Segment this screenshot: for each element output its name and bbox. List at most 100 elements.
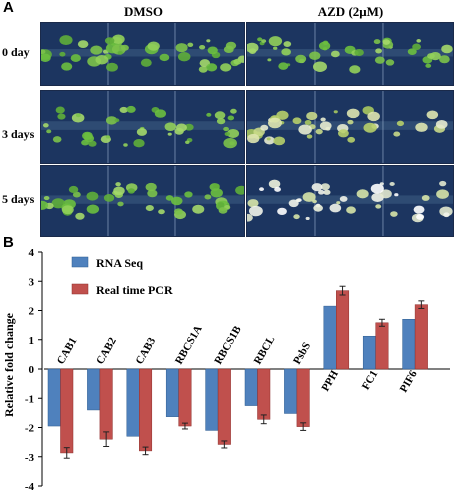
leaf: [273, 46, 278, 50]
leaf: [220, 63, 232, 72]
legend-label-rna-seq: RNA Seq: [96, 256, 143, 270]
leaf: [439, 55, 450, 64]
leaf: [184, 191, 193, 198]
leaf: [261, 39, 267, 43]
leaf: [207, 46, 218, 55]
leaf: [164, 122, 177, 132]
leaf: [436, 189, 449, 199]
y-tick-label: -1: [25, 393, 34, 405]
category-label-psbs: PsbS: [291, 340, 313, 366]
legend-label-real-time-pcr: Real time PCR: [96, 283, 173, 297]
leaf: [223, 126, 229, 132]
y-tick-label: -2: [25, 423, 35, 435]
bar-rna-seq-pph: [323, 305, 337, 370]
leaf: [136, 128, 148, 136]
leaf: [113, 186, 125, 196]
leaf: [218, 207, 228, 214]
leaf: [339, 196, 348, 202]
legend-swatch-real-time-pcr: [71, 283, 89, 295]
leaf: [306, 134, 313, 139]
bar-series-group: [47, 285, 428, 459]
leaf: [104, 37, 115, 45]
leaf: [217, 202, 225, 208]
category-label-cab2: CAB2: [94, 335, 119, 366]
leaf: [278, 62, 289, 70]
leaf: [382, 39, 390, 45]
leaf: [346, 108, 360, 119]
leaf: [312, 61, 327, 72]
leaf: [379, 189, 392, 199]
leaf: [266, 137, 271, 141]
leaf: [329, 203, 342, 213]
y-tick-label: 1: [29, 335, 35, 347]
leaf: [247, 213, 253, 222]
leaf: [154, 109, 167, 118]
leaf: [354, 48, 364, 57]
agar-strip: [41, 121, 244, 130]
leaf: [206, 112, 212, 117]
leaf: [259, 187, 265, 192]
row-label-3-days: 3 days: [2, 127, 35, 141]
leaf: [117, 50, 123, 55]
y-tick-label: 0: [29, 364, 35, 376]
y-tick-label: -3: [25, 452, 35, 464]
leaf: [267, 117, 282, 129]
leaf: [126, 105, 136, 113]
seedling-photo-dmso-5-days: [40, 165, 245, 237]
leaf: [214, 111, 226, 120]
leaf: [233, 58, 242, 65]
bar-rna-seq-rbcl: [244, 368, 258, 406]
leaf: [114, 118, 120, 123]
leaf: [425, 63, 432, 68]
leaf: [427, 53, 435, 59]
column-header-dmso: DMSO: [124, 4, 163, 19]
bar-rna-seq-fc1: [362, 335, 376, 370]
y-tick-label: 2: [29, 306, 35, 318]
leaf: [268, 36, 283, 47]
seedling-photo-dmso-0-day: [40, 22, 245, 86]
leaf: [235, 185, 244, 195]
leaf: [283, 41, 292, 47]
leaf: [184, 123, 194, 131]
leaf: [71, 113, 85, 123]
leaf: [159, 53, 170, 62]
leaf: [273, 136, 286, 146]
column-header-azd: AZD (2μM): [317, 4, 384, 19]
leaf: [413, 205, 425, 214]
leaf: [72, 191, 81, 198]
bar-rna-seq-psbs: [284, 368, 298, 414]
y-axis-label: Relative fold change: [2, 312, 16, 417]
leaf: [320, 183, 330, 191]
leaf: [86, 204, 100, 214]
leaf: [82, 131, 93, 140]
leaf: [346, 206, 356, 214]
leaf: [315, 128, 323, 135]
leaf: [55, 106, 65, 114]
category-label-rbcs1a: RBCS1A: [173, 323, 205, 366]
leaf: [375, 204, 382, 209]
leaf: [52, 136, 62, 143]
leaf: [175, 43, 188, 53]
bar-rna-seq-cab2: [87, 368, 101, 411]
agar-strip: [247, 121, 453, 130]
leaf: [90, 45, 103, 55]
y-tick-label: -4: [25, 481, 35, 493]
leaf: [123, 143, 128, 147]
row-label-5-days: 5 days: [2, 192, 35, 206]
seedling-photo-azd-3-days: [246, 90, 454, 164]
leaf: [248, 205, 263, 217]
leaf: [302, 192, 316, 202]
leaf: [103, 193, 115, 202]
bar-rna-seq-cab3: [126, 368, 140, 437]
leaf: [59, 35, 73, 46]
category-label-pph: PPH: [320, 368, 342, 393]
leaf: [86, 191, 99, 201]
leaf: [320, 117, 326, 122]
leaf: [147, 189, 158, 198]
leaf: [439, 180, 447, 187]
leaf: [347, 136, 356, 143]
bar-real-time-pcr-psbs: [296, 368, 310, 427]
leaf: [312, 199, 317, 204]
leaf: [46, 129, 52, 134]
leaf: [145, 204, 154, 212]
